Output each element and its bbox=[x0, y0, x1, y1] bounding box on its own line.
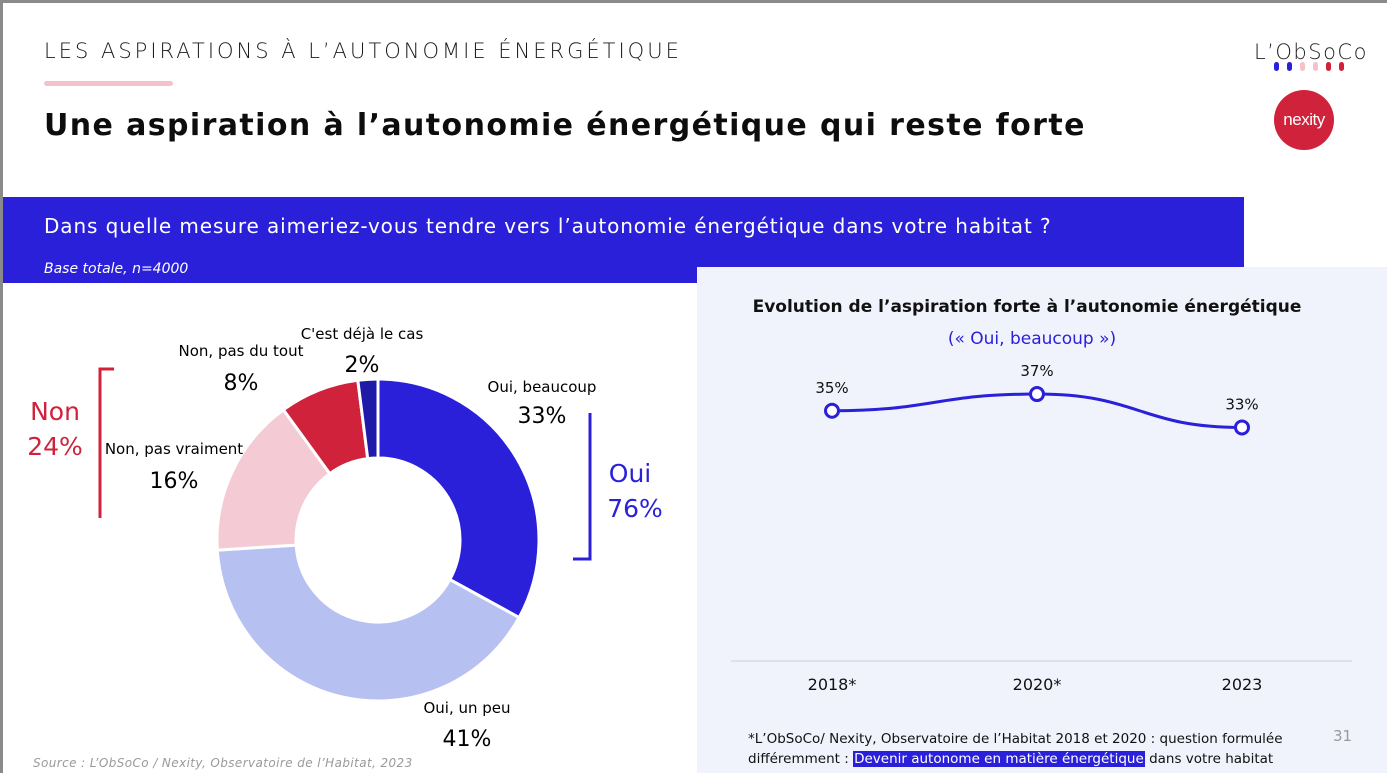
data-point bbox=[1234, 419, 1250, 436]
data-label: 35% bbox=[815, 379, 848, 397]
page-title: Une aspiration à l’autonomie énergétique… bbox=[44, 108, 1086, 143]
evolution-panel: Evolution de l’aspiration forte à l’auto… bbox=[697, 267, 1387, 773]
nexity-logo: nexity bbox=[1274, 90, 1334, 150]
obsoco-logo-dot bbox=[1287, 62, 1292, 71]
section-kicker: LES ASPIRATIONS À L’AUTONOMIE ÉNERGÉTIQU… bbox=[44, 39, 682, 63]
window-top-border bbox=[0, 0, 1387, 3]
obsoco-logo-text: L’ObSoCo bbox=[1254, 40, 1368, 64]
slice-label-oui-un-peu: Oui, un peu bbox=[423, 699, 510, 717]
evolution-title: Evolution de l’aspiration forte à l’auto… bbox=[752, 297, 1302, 317]
slice-value-oui-un-peu: 41% bbox=[443, 727, 492, 752]
window-left-border bbox=[0, 0, 3, 773]
slice-oui-beaucoup bbox=[376, 377, 541, 620]
page-number: 31 bbox=[1333, 727, 1353, 745]
data-point bbox=[824, 402, 840, 419]
footnote: *L’ObSoCo/ Nexity, Observatoire de l’Hab… bbox=[748, 729, 1283, 769]
footnote-prefix: différemment : bbox=[748, 751, 854, 767]
slice-label-deja-le-cas: C'est déjà le cas bbox=[301, 325, 424, 343]
slice-value-deja-le-cas: 2% bbox=[345, 353, 380, 378]
x-tick-label: 2023 bbox=[1222, 675, 1263, 694]
slice-oui-un-peu bbox=[215, 543, 522, 703]
footnote-suffix: dans votre habitat bbox=[1144, 751, 1274, 767]
obsoco-logo-dot bbox=[1326, 62, 1331, 71]
obsoco-logo-dots bbox=[1274, 62, 1344, 71]
slice-label-non-pas-du-tout: Non, pas du tout bbox=[179, 342, 304, 360]
non-group-label: Non bbox=[30, 397, 80, 426]
oui-group-value: 76% bbox=[607, 494, 663, 523]
oui-bracket bbox=[573, 413, 592, 561]
data-label: 33% bbox=[1225, 395, 1258, 413]
slice-value-non-pas-du-tout: 8% bbox=[224, 371, 259, 396]
nexity-logo-text: nexity bbox=[1283, 110, 1325, 129]
data-label: 37% bbox=[1020, 362, 1053, 380]
footnote-line-1: *L’ObSoCo/ Nexity, Observatoire de l’Hab… bbox=[748, 731, 1283, 747]
obsoco-logo-dot bbox=[1274, 62, 1279, 71]
obsoco-logo-dot bbox=[1339, 62, 1344, 71]
slice-non-pas-vraiment bbox=[215, 407, 332, 552]
footnote-line-2: différemment : Devenir autonome en matiè… bbox=[748, 749, 1283, 769]
evolution-subtitle: (« Oui, beaucoup ») bbox=[947, 329, 1117, 349]
non-group-value: 24% bbox=[27, 432, 83, 461]
x-tick-label: 2018* bbox=[808, 675, 857, 694]
base-text: Base totale, n=4000 bbox=[44, 261, 189, 277]
evolution-line-chart: 35% 2018* 37% 2020* 33% 2023 bbox=[731, 362, 1352, 694]
obsoco-logo-dot bbox=[1300, 62, 1305, 71]
slice-label-non-pas-vraiment: Non, pas vraiment bbox=[105, 440, 243, 458]
question-text: Dans quelle mesure aimeriez-vous tendre … bbox=[44, 214, 1052, 238]
oui-group-label: Oui bbox=[609, 459, 651, 488]
slice-label-oui-beaucoup: Oui, beaucoup bbox=[488, 378, 597, 396]
slice-value-non-pas-vraiment: 16% bbox=[150, 469, 199, 494]
slice-value-oui-beaucoup: 33% bbox=[518, 404, 567, 429]
kicker-underline bbox=[44, 81, 173, 86]
data-point bbox=[1029, 386, 1045, 403]
slice-deja-le-cas bbox=[356, 377, 380, 461]
source-note: Source : L’ObSoCo / Nexity, Observatoire… bbox=[33, 756, 413, 770]
x-tick-label: 2020* bbox=[1013, 675, 1062, 694]
donut-chart: Non 24% Oui 76% Oui, beaucoup 33% Oui, u… bbox=[27, 325, 663, 752]
footnote-highlight: Devenir autonome en matière énergétique bbox=[853, 751, 1145, 767]
non-bracket bbox=[98, 367, 114, 518]
obsoco-logo: L’ObSoCo bbox=[1254, 40, 1366, 72]
obsoco-logo-dot bbox=[1313, 62, 1318, 71]
